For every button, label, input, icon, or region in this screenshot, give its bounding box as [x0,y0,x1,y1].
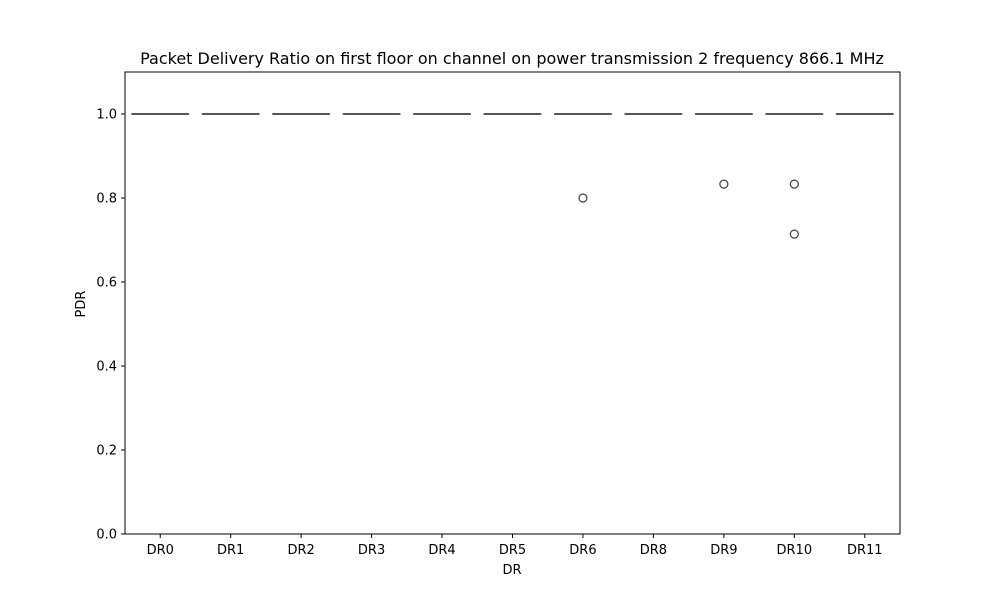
outlier-point-dr9 [719,179,729,189]
x-tick-label: DR9 [710,543,737,558]
y-tick-label: 1.0 [96,108,117,123]
y-axis-title: PDR [74,291,89,318]
x-tick-label: DR0 [147,543,174,558]
axes-frame [124,71,901,535]
outlier-point-dr10 [789,229,799,239]
outlier-point-dr10 [789,179,799,189]
x-tick-label: DR11 [847,543,883,558]
plot-area: 0.0 0.2 0.4 0.6 0.8 1.0 DR0 DR1 DR2 DR3 DR4 DR5 DR6 D… [96,71,901,558]
x-tick-label: DR10 [777,543,813,558]
y-tick-label: 0.6 [96,276,117,291]
y-tick-label: 0.8 [96,192,117,207]
y-tick-label: 0.0 [96,528,117,543]
x-tick-label: DR6 [569,543,596,558]
x-tick-label: DR5 [499,543,526,558]
chart-title: Packet Delivery Ratio on first floor on … [140,49,884,68]
y-tick-label: 0.4 [96,360,117,375]
x-tick-label: DR4 [428,543,455,558]
x-tick-label: DR8 [640,543,667,558]
outlier-point-dr6 [578,193,588,203]
x-tick-label: DR1 [217,543,244,558]
x-axis-title: DR [502,563,521,578]
y-tick-label: 0.2 [96,444,117,459]
x-tick-label: DR2 [287,543,314,558]
x-tick-label: DR3 [358,543,385,558]
